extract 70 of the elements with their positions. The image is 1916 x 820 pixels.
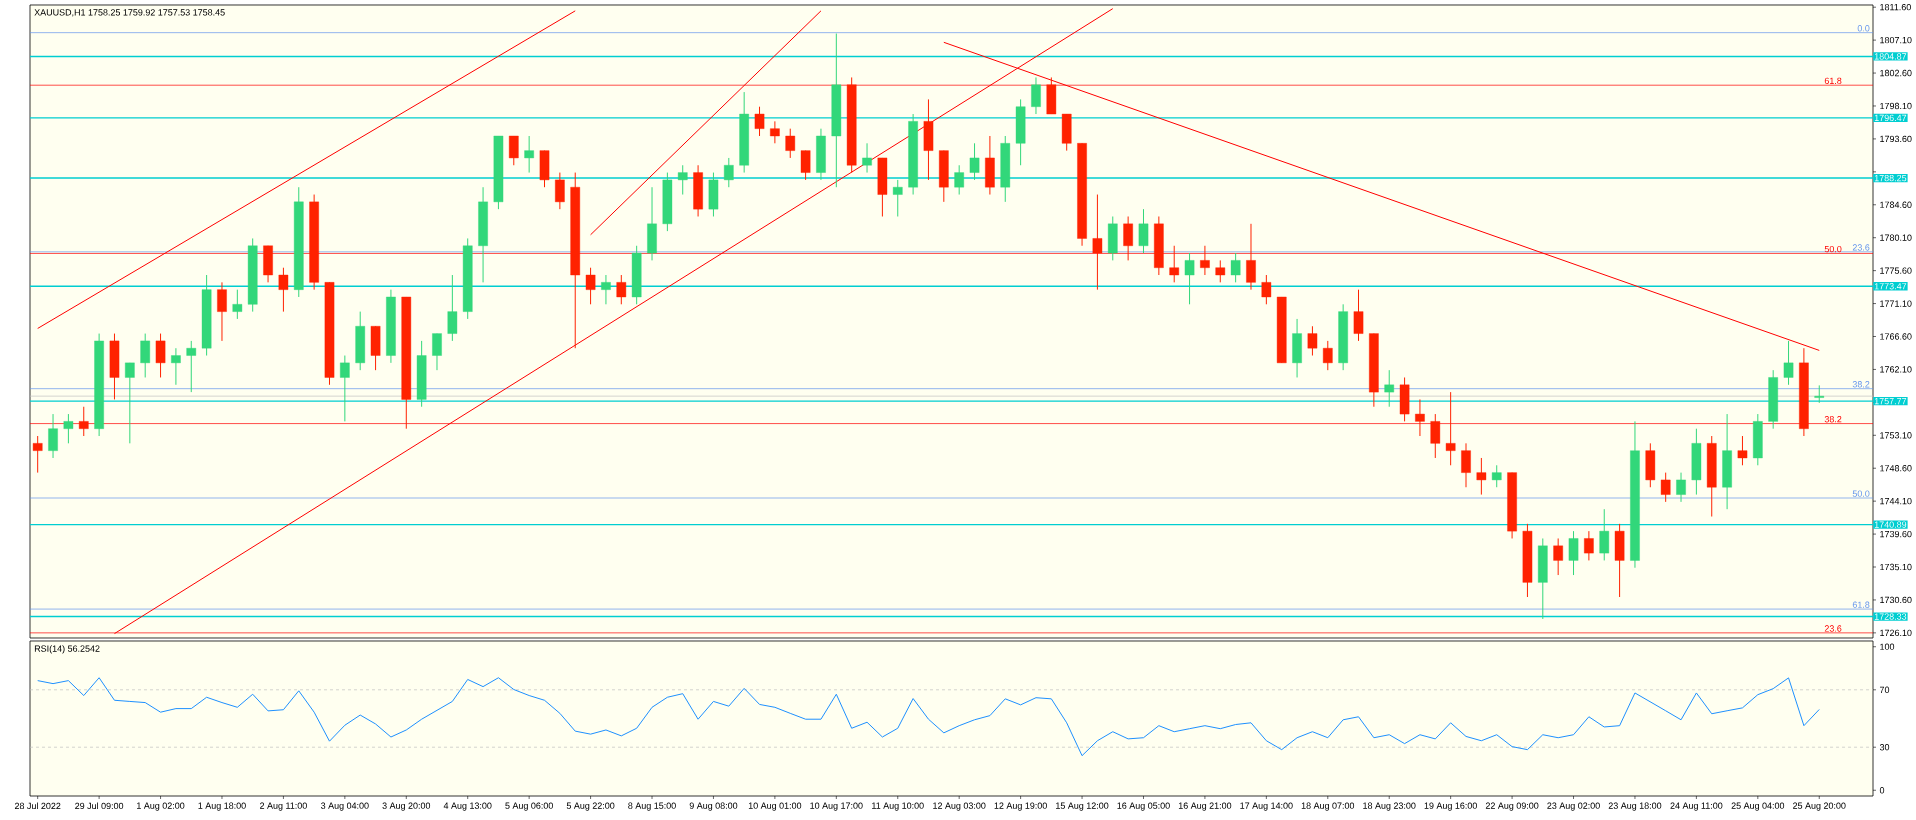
x-tick-label: 17 Aug 14:00 [1240,802,1293,811]
x-tick-label: 19 Aug 16:00 [1424,802,1477,811]
y-tick-label: 1780.10 [1880,234,1912,241]
x-tick-label: 1 Aug 18:00 [198,802,246,811]
annotation: 50.0 [1852,490,1870,497]
y-tick-label: 1748.60 [1880,465,1912,472]
ref-line-label: 1796.47 [1874,114,1907,122]
y-tick-label: 100 [1880,643,1895,650]
y-tick-label: 1753.10 [1880,432,1912,439]
y-tick-label: 1726.10 [1880,629,1912,637]
y-tick-label: 30 [1879,744,1890,751]
y-tick-label: 1775.60 [1880,267,1912,274]
y-tick-label: 1802.60 [1880,69,1912,77]
x-tick-label: 28 Jul 2022 [14,802,61,810]
y-tick-label: 1784.60 [1880,201,1912,208]
y-tick-label: 1811.60 [1880,4,1911,11]
x-tick-label: 12 Aug 03:00 [933,802,986,811]
y-tick-label: 1798.10 [1880,102,1912,110]
chart-title: RSI(14) 56.2542 [34,645,100,654]
annotation: 38.2 [1852,381,1870,388]
y-tick-label: 1807.10 [1880,36,1912,44]
x-tick-label: 5 Aug 06:00 [505,802,553,811]
x-tick-label: 1 Aug 02:00 [137,802,185,811]
y-tick-label: 1771.10 [1880,300,1912,307]
annotation: 0.0 [1857,25,1870,32]
y-tick-label: 1766.60 [1880,333,1912,340]
ref-line-label: 1773.47 [1874,283,1907,290]
annotation: 61.8 [1824,77,1842,85]
y-tick-label: 1735.10 [1880,563,1912,571]
x-tick-label: 15 Aug 12:00 [1056,802,1109,811]
ref-line-label: 1740.89 [1874,521,1907,528]
x-tick-label: 18 Aug 23:00 [1363,802,1416,811]
annotation: 23.6 [1824,625,1842,632]
x-tick-label: 4 Aug 13:00 [443,802,492,811]
y-tick-label: 1739.60 [1880,530,1912,538]
x-tick-label: 25 Aug 20:00 [1793,802,1846,811]
x-tick-label: 3 Aug 20:00 [382,802,431,811]
x-tick-label: 22 Aug 09:00 [1485,802,1539,811]
x-tick-label: 8 Aug 15:00 [628,802,676,811]
annotation: 23.6 [1852,244,1870,251]
y-tick-label: 1793.60 [1880,135,1912,143]
x-tick-label: 5 Aug 22:00 [566,802,615,811]
x-tick-label: 10 Aug 17:00 [810,802,863,811]
x-tick-label: 10 Aug 01:00 [748,802,802,811]
y-tick-label: 1762.10 [1880,366,1912,373]
x-tick-label: 12 Aug 19:00 [994,802,1047,811]
x-tick-label: 23 Aug 18:00 [1608,802,1662,811]
x-tick-label: 3 Aug 04:00 [321,802,369,811]
x-tick-label: 25 Aug 04:00 [1731,802,1785,811]
ref-line-label: 1804.87 [1874,53,1907,60]
ref-line-label: 1757.77 [1874,397,1907,405]
x-tick-label: 16 Aug 21:00 [1178,802,1232,811]
ref-line-label: 1788.25 [1874,174,1907,182]
y-tick-label: 1744.10 [1880,497,1912,505]
annotation: 61.8 [1852,601,1870,608]
annotation: 50.0 [1824,245,1842,253]
ref-line-label: 1728.33 [1874,613,1907,620]
chart-title: XAUUSD,H1 1758.25 1759.92 1757.53 1758.45 [34,9,225,17]
x-tick-label: 23 Aug 02:00 [1547,802,1600,811]
x-tick-label: 11 Aug 10:00 [872,802,924,811]
annotation: 38.2 [1824,416,1842,423]
x-tick-label: 29 Jul 09:00 [75,802,124,810]
x-tick-label: 2 Aug 11:00 [260,802,307,811]
y-tick-label: 70 [1879,686,1890,693]
x-tick-label: 18 Aug 07:00 [1301,802,1355,811]
x-tick-label: 16 Aug 05:00 [1117,802,1170,811]
y-tick-label: 0 [1879,787,1885,794]
x-tick-label: 9 Aug 08:00 [689,802,738,811]
y-tick-label: 1730.60 [1880,596,1912,604]
x-tick-label: 24 Aug 11:00 [1670,802,1723,811]
